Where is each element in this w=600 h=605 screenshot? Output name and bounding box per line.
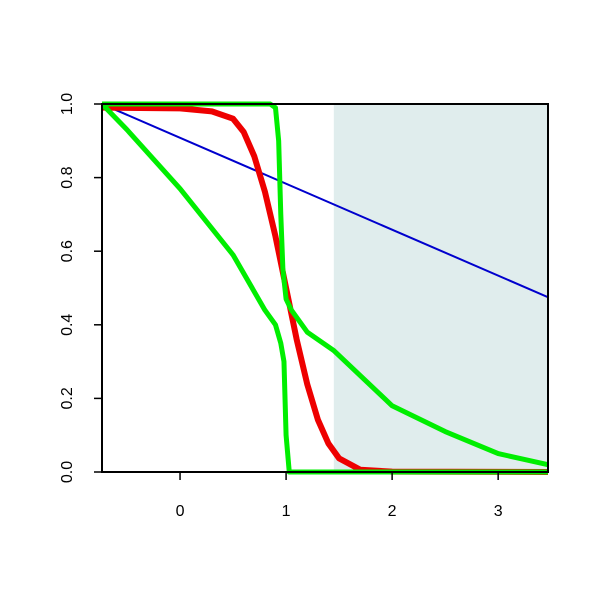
x-tick-label: 1 (282, 503, 291, 520)
line (102, 103, 548, 299)
y-tick-label: 0.0 (59, 461, 76, 483)
y-tick-label: 0.2 (59, 387, 76, 409)
x-tick-label: 3 (494, 503, 503, 520)
shaded-region (333, 104, 548, 472)
x-tick-label: 0 (176, 503, 185, 520)
plot-frame (101, 103, 549, 473)
x-tick-label: 2 (388, 503, 397, 520)
line (102, 101, 548, 468)
y-tick-label: 0.4 (59, 314, 76, 336)
y-tick-label: 0.8 (59, 166, 76, 188)
y-tick-label: 1.0 (59, 93, 76, 115)
y-tick-label: 0.6 (59, 240, 76, 262)
